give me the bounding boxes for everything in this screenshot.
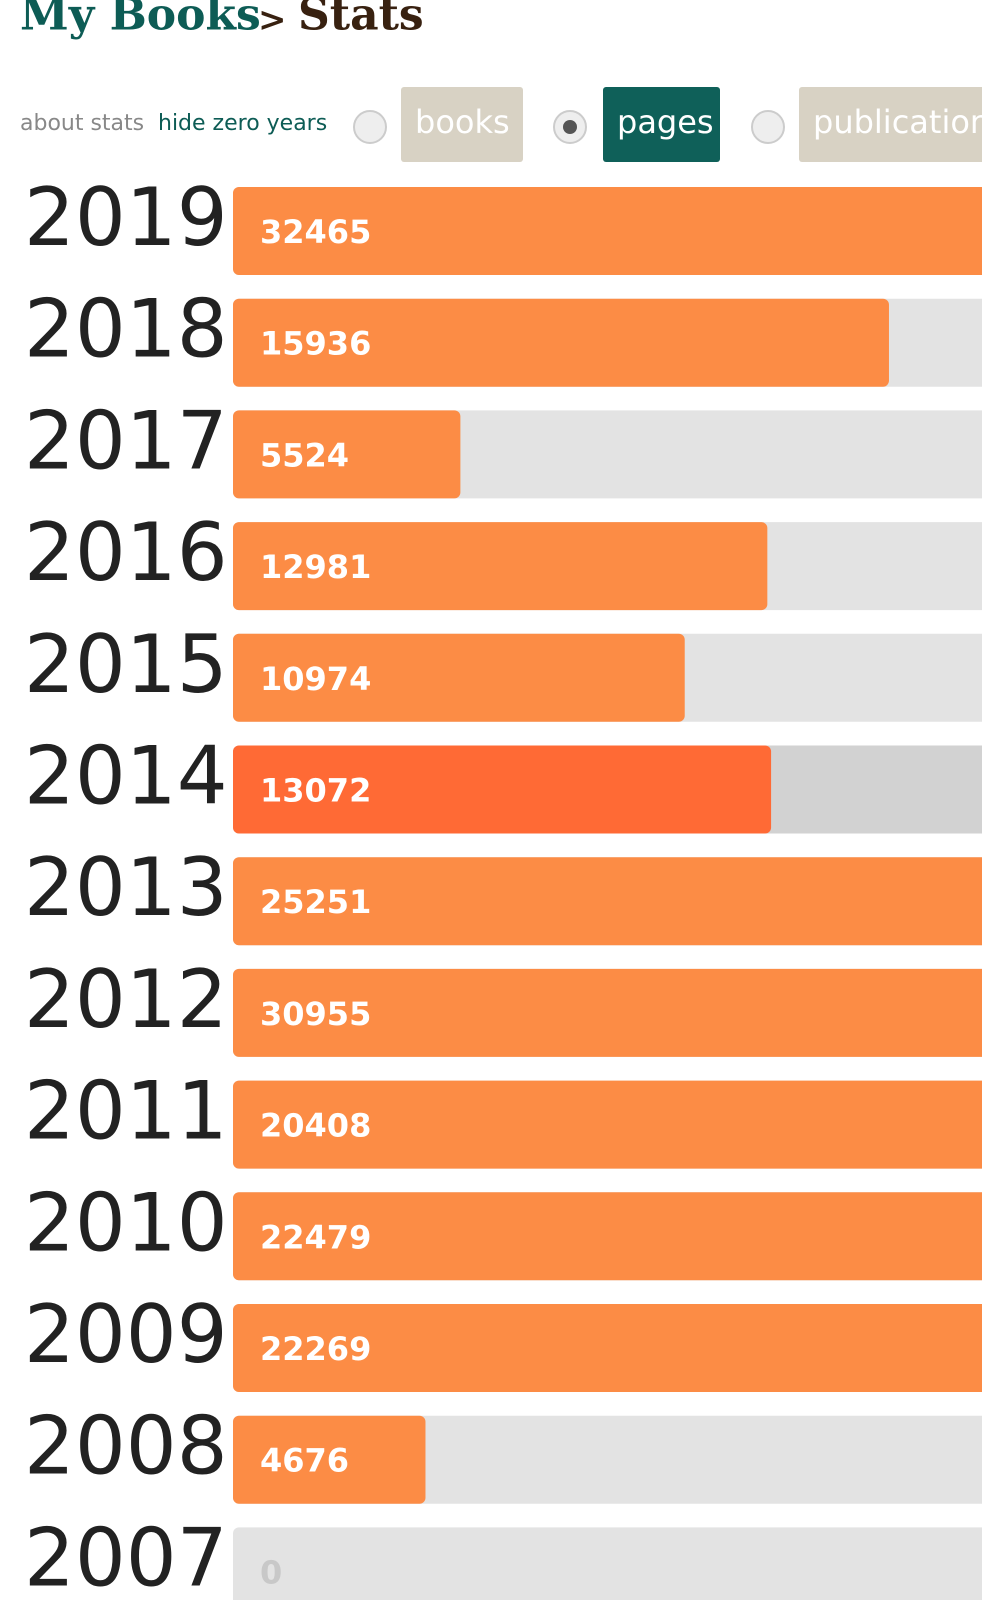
option-label[interactable]: publication bbox=[813, 103, 982, 141]
bar bbox=[233, 745, 772, 834]
bar-value-label: 32465 bbox=[260, 213, 371, 251]
option-button[interactable] bbox=[401, 87, 523, 162]
radio-button[interactable] bbox=[751, 110, 785, 144]
page-title: Stats bbox=[298, 0, 424, 41]
bar bbox=[233, 187, 982, 275]
bar-value-label: 5524 bbox=[260, 436, 349, 474]
option-button[interactable] bbox=[603, 87, 720, 162]
year-label: 2016 bbox=[24, 506, 228, 599]
bar-value-label: 22269 bbox=[260, 1330, 371, 1368]
option-button[interactable] bbox=[799, 87, 982, 162]
bar bbox=[233, 1304, 982, 1392]
year-label: 2009 bbox=[24, 1288, 228, 1381]
year-label: 2008 bbox=[24, 1400, 228, 1493]
bar bbox=[233, 1415, 426, 1504]
year-label: 2013 bbox=[24, 841, 228, 934]
bar-value-label: 30955 bbox=[260, 995, 371, 1033]
bar bbox=[233, 1192, 982, 1281]
radio-dot bbox=[563, 120, 577, 134]
bar bbox=[233, 857, 982, 946]
bar-value-label: 22479 bbox=[260, 1218, 371, 1256]
year-label: 2017 bbox=[24, 394, 228, 487]
bar bbox=[233, 633, 685, 722]
bar-value-label: 4676 bbox=[260, 1442, 349, 1480]
bar-value-label: 13072 bbox=[260, 772, 371, 810]
bar-value-label: 0 bbox=[260, 1553, 282, 1591]
radio-button[interactable] bbox=[353, 110, 387, 144]
bar-value-label: 12981 bbox=[260, 548, 371, 586]
option-label[interactable]: pages bbox=[617, 103, 714, 141]
year-label: 2007 bbox=[24, 1511, 228, 1600]
bar bbox=[233, 410, 461, 499]
bar bbox=[233, 1080, 982, 1169]
bar-value-label: 15936 bbox=[260, 325, 371, 363]
bar bbox=[233, 522, 768, 611]
bar bbox=[233, 298, 889, 387]
year-label: 2018 bbox=[24, 283, 228, 376]
year-label: 2010 bbox=[24, 1176, 228, 1269]
breadcrumb-separator: > bbox=[258, 0, 287, 40]
year-label: 2014 bbox=[24, 729, 228, 822]
year-label: 2011 bbox=[24, 1065, 228, 1158]
option-label[interactable]: books bbox=[415, 103, 510, 141]
bar-value-label: 10974 bbox=[260, 660, 371, 698]
bar bbox=[233, 968, 982, 1057]
year-label: 2012 bbox=[24, 953, 228, 1046]
year-label: 2019 bbox=[24, 171, 228, 264]
hide-zero-years-link[interactable]: hide zero years bbox=[158, 111, 327, 136]
bar-track bbox=[233, 1527, 982, 1600]
my-books-link[interactable]: My Books bbox=[20, 0, 261, 41]
year-label: 2015 bbox=[24, 618, 228, 711]
about-stats-link[interactable]: about stats bbox=[20, 111, 144, 136]
bar-value-label: 25251 bbox=[260, 883, 371, 921]
bar-value-label: 20408 bbox=[260, 1107, 371, 1145]
